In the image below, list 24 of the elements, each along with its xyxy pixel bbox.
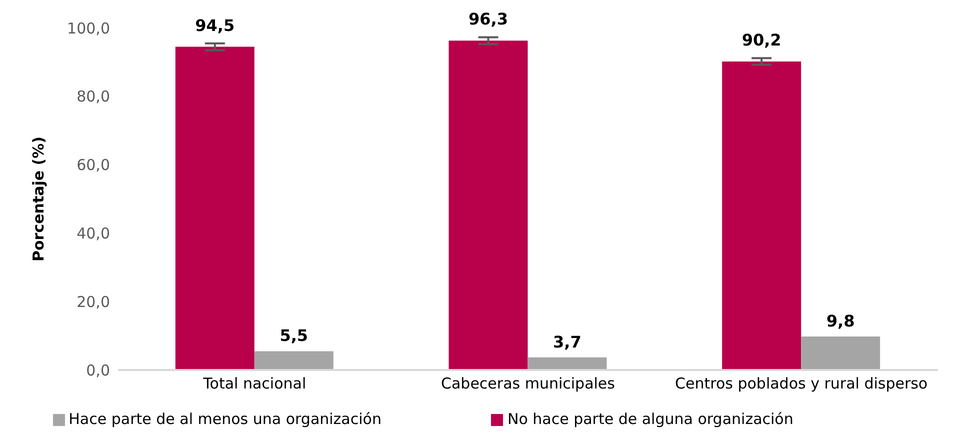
bar — [448, 40, 528, 370]
bar — [175, 46, 254, 370]
y-tick-label: 40,0 — [76, 224, 110, 243]
legend-label: No hace parte de alguna organización — [507, 410, 794, 428]
bar — [801, 336, 880, 370]
y-axis-title: Porcentaje (%) — [29, 136, 48, 262]
x-tick-label: Centros poblados y rural disperso — [675, 374, 928, 393]
bar — [254, 351, 334, 370]
data-label: 90,2 — [742, 30, 782, 50]
y-tick-label: 80,0 — [76, 88, 110, 106]
data-label: 9,8 — [826, 311, 855, 330]
y-tick-label: 100,0 — [67, 19, 110, 38]
x-tick-label: Cabeceras municipales — [441, 374, 616, 393]
bar — [528, 357, 607, 370]
data-label: 5,5 — [280, 326, 308, 346]
x-tick-label: Total nacional — [202, 374, 306, 393]
y-tick-label: 0,0 — [86, 361, 110, 380]
y-tick-label: 60,0 — [76, 156, 110, 174]
y-tick-label: 20,0 — [76, 292, 110, 311]
data-label: 94,5 — [195, 16, 235, 35]
legend-label: Hace parte de al menos una organización — [68, 410, 382, 428]
bar — [722, 62, 802, 370]
data-label: 3,7 — [553, 332, 582, 352]
data-label: 96,3 — [468, 10, 508, 29]
